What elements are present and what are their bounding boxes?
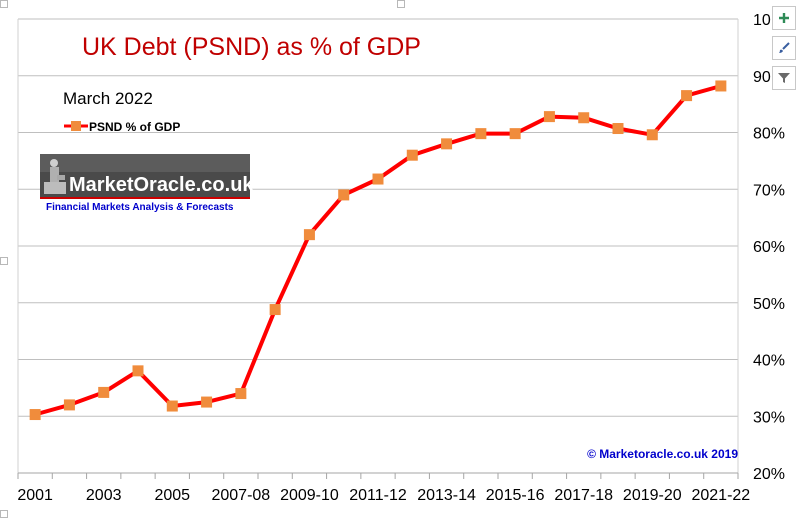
chart-subtitle: March 2022: [63, 89, 153, 108]
x-tick-label: 2005: [154, 487, 190, 504]
data-point: [646, 129, 658, 141]
data-point: [509, 128, 521, 140]
x-tick-label: 2003: [86, 487, 122, 504]
logo-underline: [40, 197, 250, 199]
logo-shade: [40, 154, 250, 172]
data-point: [338, 189, 350, 201]
data-point: [612, 123, 624, 135]
data-point: [578, 112, 590, 124]
resize-handle-bottom-left[interactable]: [0, 510, 8, 518]
data-point: [715, 80, 727, 92]
logo-tagline: Financial Markets Analysis & Forecasts: [46, 202, 234, 213]
y-tick-label: 20%: [753, 466, 785, 483]
data-point: [681, 90, 693, 102]
data-point: [98, 386, 110, 398]
series-line-psnd: [33, 84, 723, 417]
chart-title: UK Debt (PSND) as % of GDP: [82, 33, 421, 61]
x-tick-label: 2017-18: [554, 487, 613, 504]
data-point: [235, 388, 247, 400]
axes: [17, 19, 739, 474]
x-axis-ticks: 2001 2003 2005 2007-08 2009-10 2011-12 2013-14…: [17, 473, 750, 504]
data-point: [543, 111, 555, 123]
resize-handle-top-center[interactable]: [397, 0, 405, 8]
data-point: [63, 399, 75, 411]
legend: PSND % of GDP: [64, 120, 180, 134]
data-point: [441, 138, 453, 150]
y-tick-label: 80%: [753, 126, 785, 143]
y-tick-label: 30%: [753, 409, 785, 426]
plus-icon: [779, 13, 789, 23]
data-point: [475, 128, 487, 140]
filter-icon: [778, 73, 790, 83]
y-tick-label: 90: [753, 69, 771, 86]
y-tick-label: 40%: [753, 353, 785, 370]
resize-handle-left-center[interactable]: [0, 257, 8, 265]
x-tick-label: 2021-22: [691, 487, 750, 504]
data-point: [269, 304, 281, 316]
y-tick-label: 50%: [753, 296, 785, 313]
y-axis-ticks: 20% 30% 40% 50% 60% 70% 80% 90 10: [753, 12, 785, 483]
data-point: [132, 365, 144, 377]
legend-label: PSND % of GDP: [89, 120, 180, 134]
data-point: [166, 400, 178, 412]
series-layer: [29, 80, 727, 421]
chart-styles-button[interactable]: [772, 36, 796, 60]
legend-marker: [71, 121, 81, 131]
y-tick-label: 60%: [753, 239, 785, 256]
data-point: [201, 396, 213, 408]
x-tick-label: 2019-20: [623, 487, 682, 504]
statue-icon: [44, 159, 66, 194]
x-tick-label: 2011-12: [349, 487, 407, 504]
resize-handle-top-left[interactable]: [0, 0, 8, 8]
chart-elements-button[interactable]: [772, 6, 796, 30]
marketoracle-logo: MarketOracle.co.uk Financial Markets Ana…: [40, 154, 254, 213]
copyright-note: © Marketoracle.co.uk 2019: [587, 447, 738, 461]
x-tick-label: 2001: [17, 487, 53, 504]
y-tick-label: 70%: [753, 182, 785, 199]
y-tick-label: 10: [753, 12, 771, 29]
data-point: [29, 409, 41, 421]
x-tick-label: 2009-10: [280, 487, 339, 504]
logo-brand: MarketOracle.co.uk: [69, 174, 254, 196]
data-point: [303, 229, 315, 241]
chart-filters-button[interactable]: [772, 66, 796, 90]
data-point: [406, 149, 418, 161]
x-tick-label: 2013-14: [417, 487, 476, 504]
data-point: [372, 173, 384, 185]
grid-lines: [18, 18, 738, 417]
x-tick-label: 2015-16: [486, 487, 545, 504]
brush-icon: [779, 42, 790, 53]
x-tick-label: 2007-08: [211, 487, 270, 504]
